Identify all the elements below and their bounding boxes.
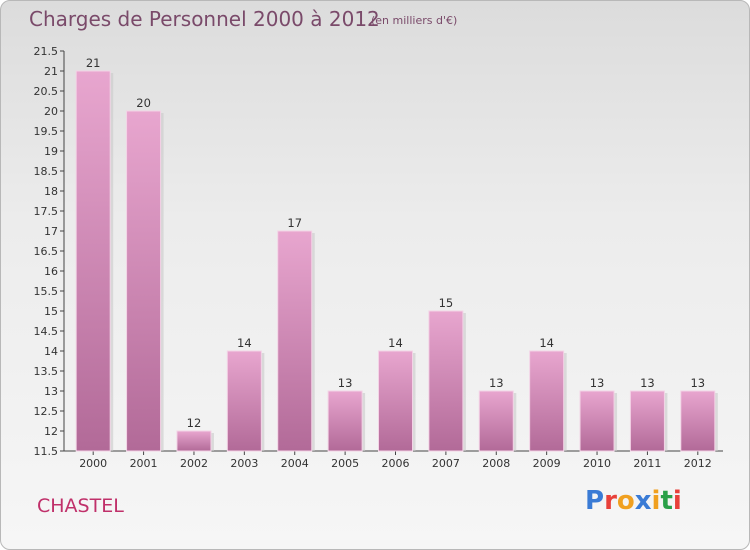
x-tick-label: 2011 — [633, 457, 661, 470]
x-tick-label: 2009 — [533, 457, 561, 470]
bar-2009 — [529, 350, 565, 452]
logo-letter: t — [660, 486, 673, 516]
bar-2001 — [126, 110, 162, 452]
bar-2007 — [428, 310, 464, 452]
logo-letter: x — [634, 486, 652, 516]
y-tick-label: 12.5 — [34, 405, 59, 418]
bar-2006 — [378, 350, 413, 452]
logo-letter: P — [585, 486, 605, 516]
y-tick-label: 18.5 — [34, 165, 59, 178]
x-tick-label: 2012 — [684, 457, 712, 470]
y-tick-label: 13.5 — [34, 365, 59, 378]
proxiti-logo: Proxiti — [585, 486, 682, 516]
y-tick-label: 15 — [44, 305, 58, 318]
x-tick-label: 2003 — [230, 457, 258, 470]
bar-value-label: 13 — [489, 376, 504, 390]
bar-value-label: 14 — [539, 336, 554, 350]
logo-letter: r — [604, 486, 617, 516]
y-tick-label: 15.5 — [34, 285, 59, 298]
y-tick-label: 11.5 — [34, 445, 59, 458]
y-tick-label: 20.5 — [34, 85, 59, 98]
x-tick-label: 2002 — [180, 457, 208, 470]
bar-value-label: 20 — [136, 96, 151, 110]
bar-2004 — [277, 230, 313, 452]
bar-2012 — [680, 390, 716, 452]
x-tick-label: 2005 — [331, 457, 359, 470]
x-tick-label: 2007 — [432, 457, 460, 470]
bar-2002 — [176, 430, 212, 452]
y-tick-label: 21.5 — [34, 45, 59, 58]
bar-value-label: 15 — [439, 296, 454, 310]
y-tick-label: 14.5 — [34, 325, 59, 338]
y-tick-label: 16.5 — [34, 245, 59, 258]
commune-name: CHASTEL — [37, 495, 124, 517]
x-tick-label: 2001 — [130, 457, 158, 470]
y-tick-label: 13 — [44, 385, 58, 398]
x-tick-label: 2008 — [482, 457, 510, 470]
bar-value-label: 21 — [86, 56, 101, 70]
y-tick-label: 18 — [44, 185, 58, 198]
bar-2011 — [629, 390, 665, 452]
bar-value-label: 13 — [690, 376, 705, 390]
bar-2005 — [327, 390, 363, 452]
logo-letter: i — [651, 486, 661, 516]
y-tick-label: 19 — [44, 145, 58, 158]
bar-value-label: 13 — [590, 376, 605, 390]
y-tick-label: 19.5 — [34, 125, 59, 138]
x-tick-label: 2006 — [382, 457, 410, 470]
bar-value-label: 17 — [287, 216, 302, 230]
bar-2010 — [579, 390, 615, 452]
bar-2000 — [75, 70, 111, 452]
bar-2008 — [478, 390, 514, 452]
bar-value-label: 14 — [237, 336, 252, 350]
y-tick-label: 21 — [44, 65, 58, 78]
bar-2003 — [226, 350, 262, 452]
bar-value-label: 13 — [338, 376, 353, 390]
chart-title: Charges de Personnel 2000 à 2012 — [29, 7, 380, 31]
y-tick-label: 16 — [44, 265, 58, 278]
bar-value-label: 12 — [187, 416, 202, 430]
bar-value-label: 13 — [640, 376, 655, 390]
y-tick-label: 12 — [44, 425, 58, 438]
x-tick-label: 2004 — [281, 457, 309, 470]
x-tick-label: 2010 — [583, 457, 611, 470]
x-tick-label: 2000 — [79, 457, 107, 470]
logo-letter: i — [672, 486, 682, 516]
bar-value-label: 14 — [388, 336, 403, 350]
y-tick-label: 17.5 — [34, 205, 59, 218]
y-tick-label: 17 — [44, 225, 58, 238]
logo-letter: o — [616, 486, 635, 516]
chart-subtitle: (en milliers d'€) — [371, 14, 458, 27]
y-tick-label: 14 — [44, 345, 58, 358]
y-tick-label: 20 — [44, 105, 58, 118]
